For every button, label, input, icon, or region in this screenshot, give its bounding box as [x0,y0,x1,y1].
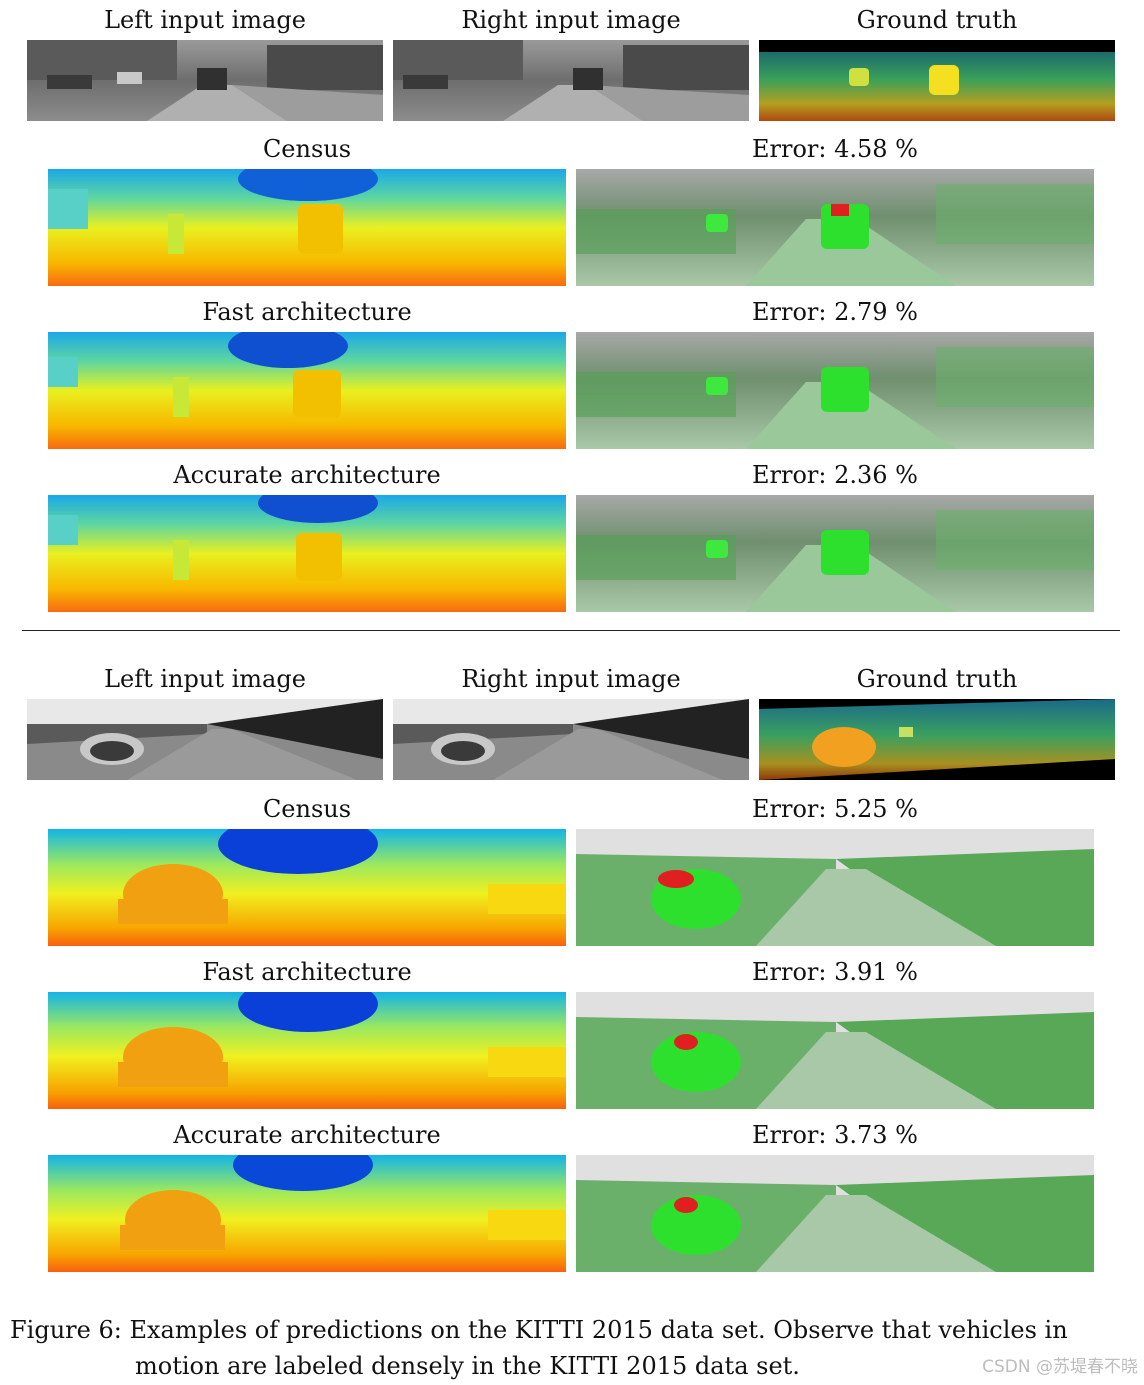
method-label-1-1: Census [262,135,352,163]
method-label-2-2: Fast architecture [202,958,412,986]
error-label-1-1: Error: 4.58 % [752,135,918,163]
figure-caption: Figure 6: Examples of predictions on the… [10,1312,1132,1384]
disparity-map-2-1 [48,829,566,946]
ground-truth-image-2 [759,699,1115,780]
disparity-map-1-1 [48,169,566,286]
error-map-1-2 [576,332,1094,449]
error-map-2-2 [576,992,1094,1109]
error-map-1-1 [576,169,1094,286]
error-map-2-1 [576,829,1094,946]
ground-truth-label-1: Ground truth [856,6,1018,34]
caption-line-2: motion are labeled densely in the KITTI … [135,1352,800,1380]
right-input-label-2: Right input image [461,665,681,693]
left-input-label-1: Left input image [104,6,306,34]
disparity-map-2-3 [48,1155,566,1272]
error-label-2-2: Error: 3.91 % [752,958,918,986]
watermark: CSDN @苏堤春不晓 [982,1357,1138,1377]
block-divider [22,630,1120,631]
disparity-map-1-3 [48,495,566,612]
error-map-1-3 [576,495,1094,612]
right-input-image-1 [393,40,749,121]
ground-truth-image-1 [759,40,1115,121]
error-label-1-3: Error: 2.36 % [752,461,918,489]
error-map-2-3 [576,1155,1094,1272]
disparity-map-2-2 [48,992,566,1109]
ground-truth-label-2: Ground truth [856,665,1018,693]
right-input-label-1: Right input image [461,6,681,34]
method-label-2-3: Accurate architecture [173,1121,441,1149]
left-input-image-1 [27,40,383,121]
caption-line-1: Examples of predictions on the KITTI 201… [129,1316,1068,1344]
left-input-label-2: Left input image [104,665,306,693]
method-label-2-1: Census [262,795,352,823]
disparity-map-1-2 [48,332,566,449]
left-input-image-2 [27,699,383,780]
caption-prefix: Figure 6: [10,1316,122,1344]
method-label-1-3: Accurate architecture [173,461,441,489]
error-label-2-1: Error: 5.25 % [752,795,918,823]
error-label-1-2: Error: 2.79 % [752,298,918,326]
method-label-1-2: Fast architecture [202,298,412,326]
right-input-image-2 [393,699,749,780]
error-label-2-3: Error: 3.73 % [752,1121,918,1149]
